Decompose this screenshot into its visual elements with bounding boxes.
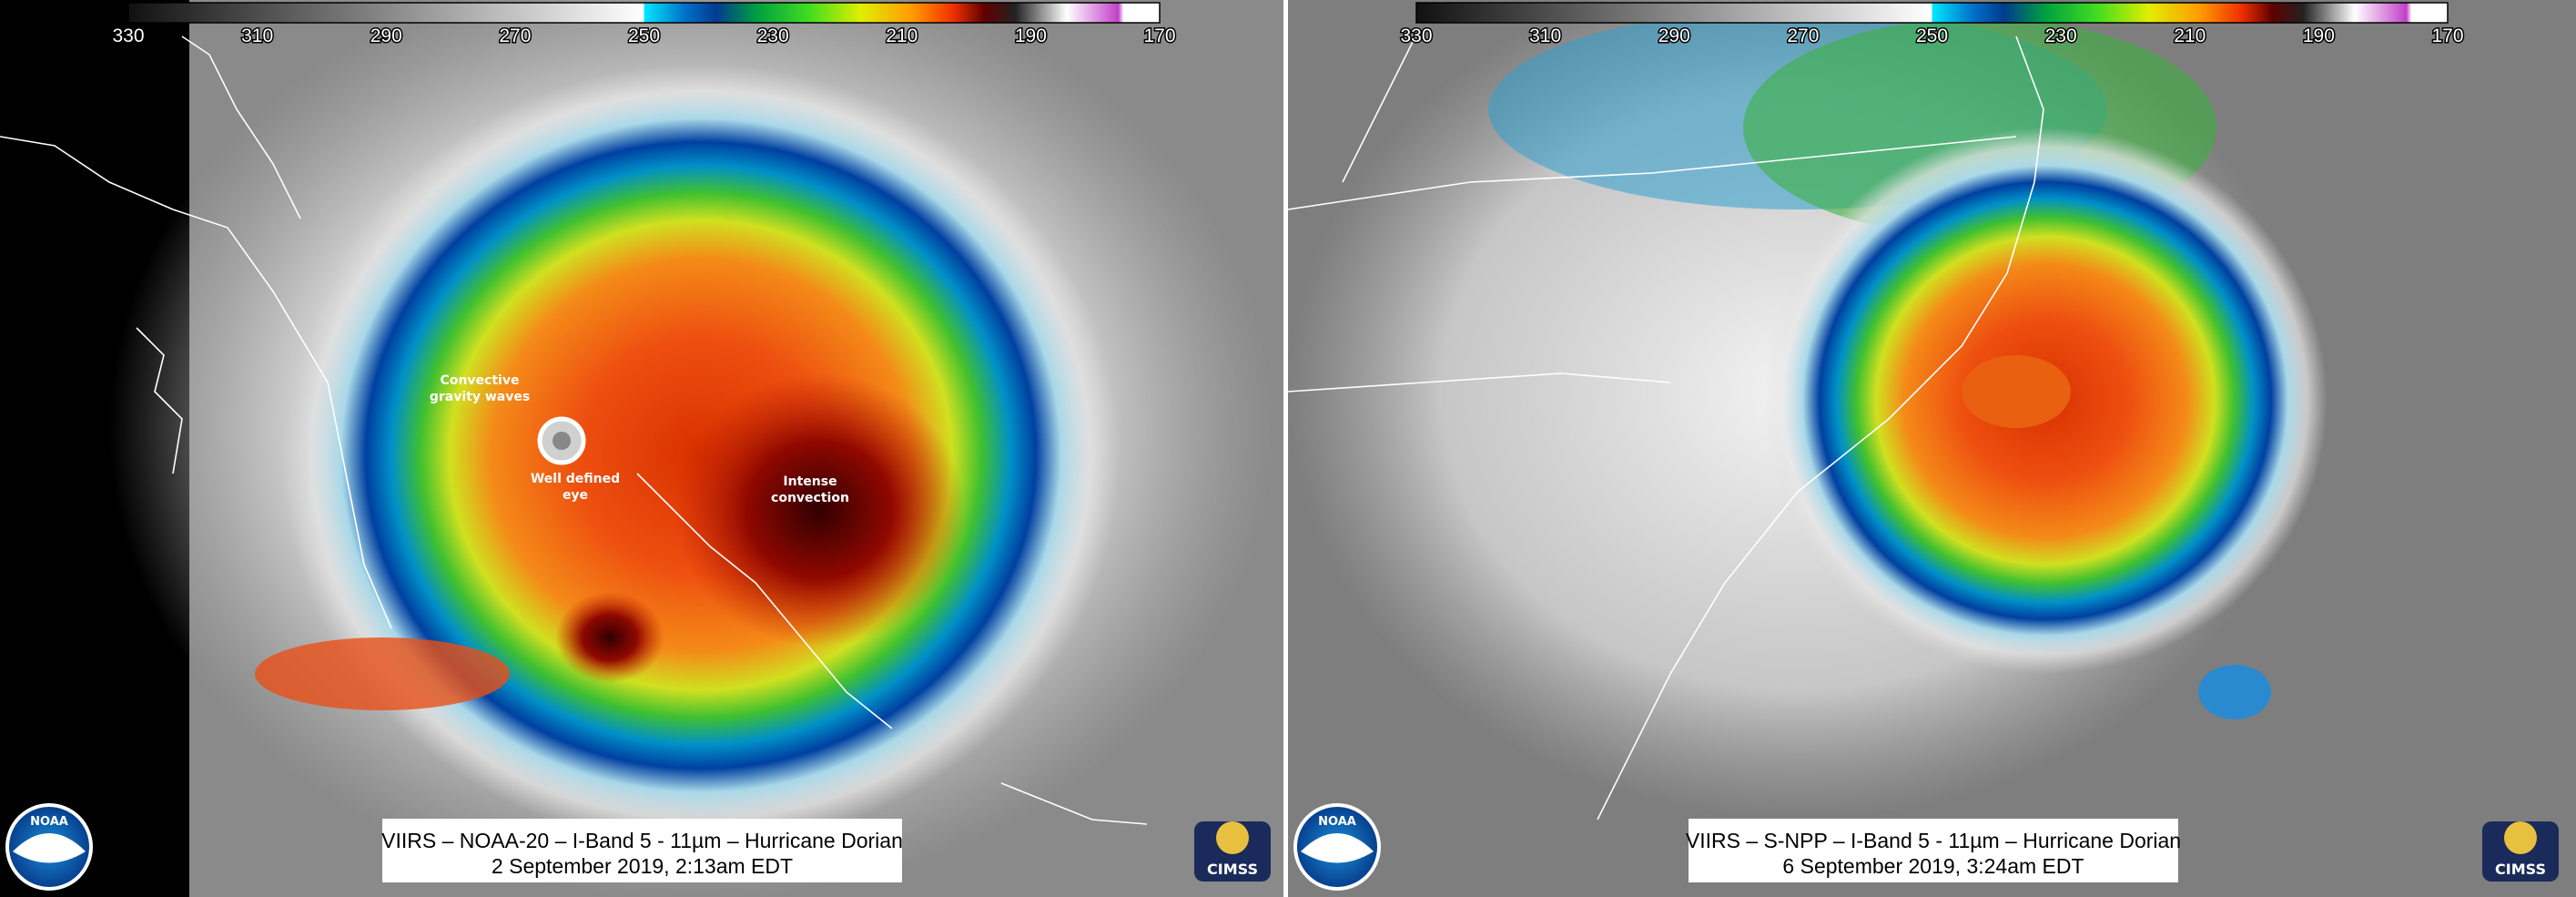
caption-box (382, 819, 902, 882)
rainband (255, 637, 510, 710)
eye (553, 432, 571, 450)
colorbar-tick-label: 270 (499, 25, 531, 46)
cimss-logo-globe (2504, 821, 2537, 854)
divider (1283, 0, 1288, 897)
cimss-logo-globe (1216, 821, 1249, 854)
annotation: convection (771, 491, 849, 505)
caption: VIIRS – NOAA-20 – I-Band 5 - 11µm – Hurr… (381, 829, 903, 852)
coastline (1597, 36, 2044, 821)
colorbar-tick-label: 270 (1787, 25, 1819, 46)
coastline (136, 327, 183, 474)
state-line (1287, 372, 1671, 392)
convection (1962, 355, 2071, 428)
colorbar-tick-label: 310 (241, 25, 273, 46)
caption: 2 September 2019, 2:13am EDT (492, 854, 793, 878)
coastline (181, 36, 301, 219)
caption-box (1689, 819, 2178, 882)
convection (674, 373, 965, 647)
colorbar-tick-label: 290 (1658, 25, 1690, 46)
annotation: gravity waves (430, 390, 530, 404)
caption: VIIRS – S-NPP – I-Band 5 - 11µm – Hurric… (1686, 829, 2181, 852)
annotation: Intense (783, 474, 837, 489)
coastline (636, 473, 893, 729)
rainband (2198, 665, 2271, 719)
coastline (1342, 36, 1416, 183)
colorbar-tick-label: 230 (757, 25, 789, 46)
coastline (1000, 782, 1148, 825)
left-panel: 330 310 290 270 250 230 210 190 170 Convective gra… (0, 0, 1283, 897)
colorbar-tick-label: 210 (886, 25, 918, 46)
colorbar (1415, 2, 2449, 24)
colorbar-tick-label: 190 (2303, 25, 2335, 46)
noaa-logo-text: NOAA (1318, 815, 1356, 829)
colorbar-tick-label: 190 (1015, 25, 1047, 46)
caption: 6 September 2019, 3:24am EDT (1782, 854, 2084, 878)
cimss-logo-text: CIMSS (2495, 861, 2546, 878)
annotation: eye (563, 488, 588, 503)
colorbar-tick-label: 290 (370, 25, 402, 46)
annotation: Convective (441, 373, 520, 388)
noaa-logo-bird (13, 833, 86, 863)
colorbar-tick-label: 170 (2431, 25, 2463, 46)
noaa-logo-text: NOAA (30, 815, 68, 829)
colorbar-tick-label: 230 (2045, 25, 2077, 46)
noaa-logo-bird (1301, 833, 1374, 863)
state-line (1287, 136, 2017, 210)
colorbar-tick-label: 250 (628, 25, 660, 46)
convection (555, 592, 664, 683)
colorbar-tick-label: 170 (1143, 25, 1175, 46)
colorbar-tick-label: 330 (112, 25, 144, 46)
cimss-logo-text: CIMSS (1207, 861, 1258, 878)
colorbar-tick-label: 330 (1400, 25, 1432, 46)
right-panel: 330 310 290 270 250 230 210 190 170 VIIRS – S-NPP… (1287, 0, 2576, 897)
colorbar-tick-label: 210 (2174, 25, 2206, 46)
coastline (0, 136, 392, 629)
colorbar-tick-label: 310 (1529, 25, 1561, 46)
colorbar-tick-label: 250 (1916, 25, 1948, 46)
colorbar (127, 2, 1161, 24)
annotation: Well defined (531, 472, 620, 486)
